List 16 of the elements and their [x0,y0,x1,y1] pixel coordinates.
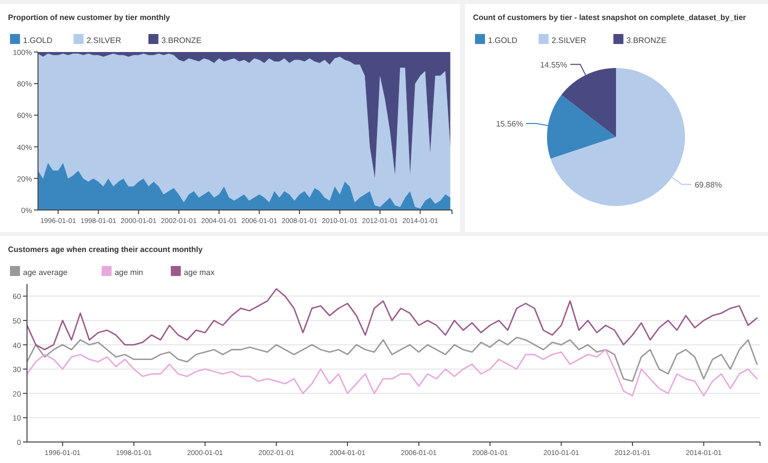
legend-label: 1.GOLD [23,36,53,45]
data-label: 15.56% [496,119,524,128]
line-series [26,348,758,397]
line-series [26,288,758,350]
legend-label: 1.GOLD [488,36,518,45]
legend-label: 3.BRONZE [161,36,202,45]
legend-label: age min [114,268,144,277]
pie-slice [561,68,616,137]
legend-label: 2.SILVER [552,36,586,45]
data-label: 14.55% [540,60,568,70]
legend-label: 2.SILVER [86,36,122,45]
legend-label: age max [184,268,214,277]
line-series [26,336,758,382]
data-label: 69.88% [694,180,722,190]
legend-label: age average [23,268,68,277]
legend-label: 3.BRONZE [626,36,666,45]
